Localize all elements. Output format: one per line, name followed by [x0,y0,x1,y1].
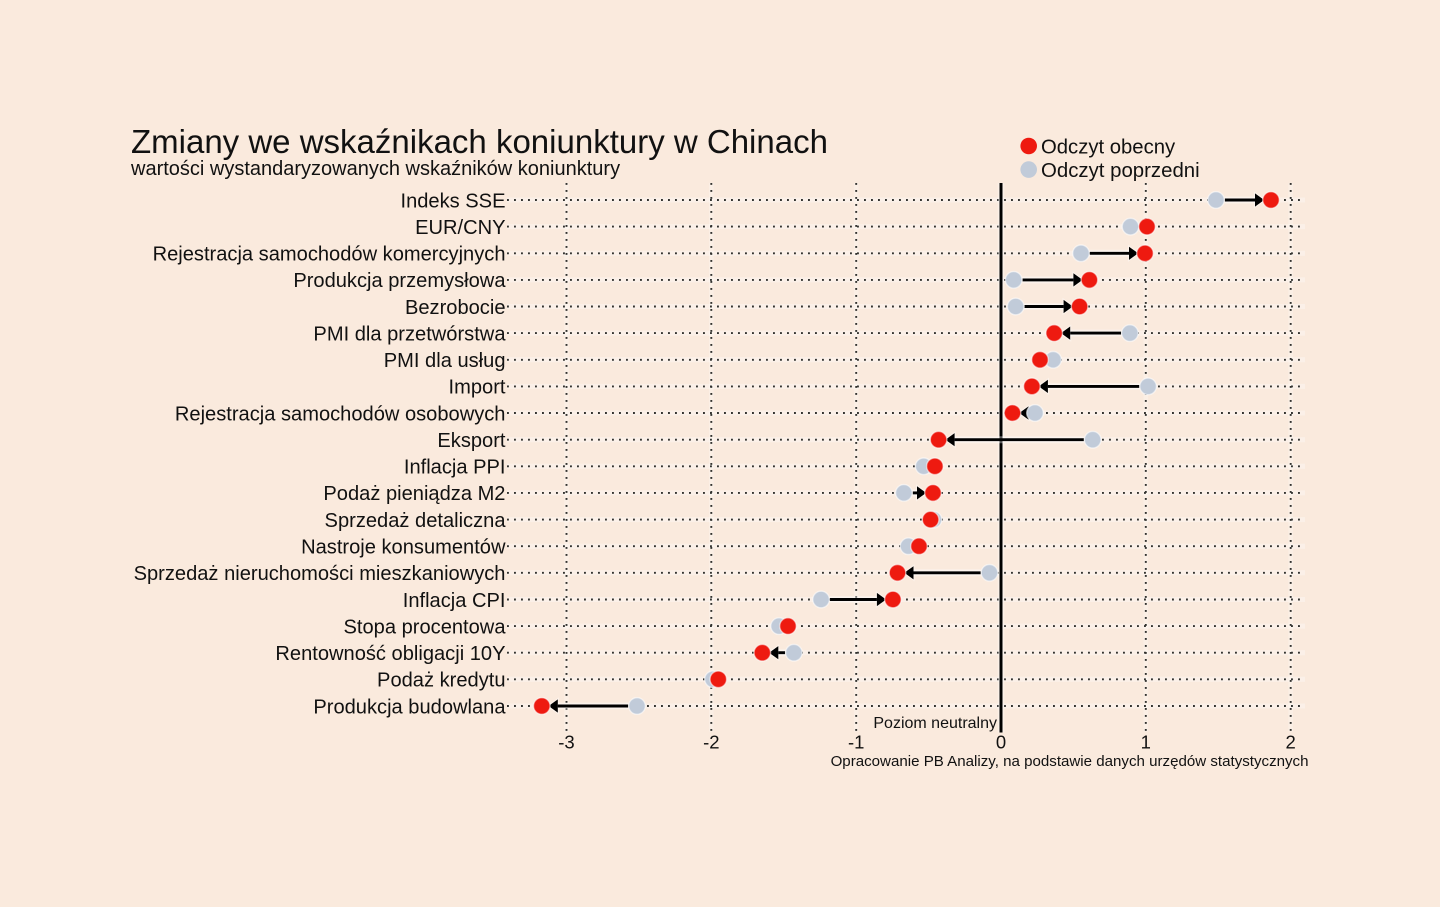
svg-text:Produkcja przemysłowa: Produkcja przemysłowa [293,270,506,292]
svg-text:Odczyt poprzedni: Odczyt poprzedni [1041,160,1200,182]
svg-text:Rejestracja samochodów osobowy: Rejestracja samochodów osobowych [175,403,506,425]
svg-text:Rejestracja samochodów komercy: Rejestracja samochodów komercyjnych [153,244,506,266]
svg-text:Poziom neutralny: Poziom neutralny [873,715,997,732]
svg-text:Podaż kredytu: Podaż kredytu [377,670,505,692]
svg-text:0: 0 [996,732,1006,753]
svg-text:Eksport: Eksport [437,430,506,452]
svg-text:Rentowność obligacji 10Y: Rentowność obligacji 10Y [275,643,505,665]
svg-text:Bezrobocie: Bezrobocie [405,297,506,319]
svg-text:Produkcja budowlana: Produkcja budowlana [313,696,506,718]
svg-text:Zmiany we wskaźnikach koniunkt: Zmiany we wskaźnikach koniunktury w Chin… [131,123,828,160]
svg-text:-1: -1 [848,732,864,753]
svg-text:-3: -3 [558,732,574,753]
svg-text:Inflacja CPI: Inflacja CPI [403,590,506,612]
svg-text:Odczyt obecny: Odczyt obecny [1041,137,1176,159]
svg-text:-2: -2 [703,732,719,753]
svg-text:Indeks SSE: Indeks SSE [401,190,506,212]
svg-text:PMI dla usług: PMI dla usług [384,350,506,372]
svg-text:Inflacja PPI: Inflacja PPI [404,457,506,479]
svg-text:Opracowanie PB Analizy, na pod: Opracowanie PB Analizy, na podstawie dan… [831,753,1309,770]
svg-text:EUR/CNY: EUR/CNY [415,217,505,239]
svg-text:Stopa procentowa: Stopa procentowa [344,616,507,638]
svg-text:Sprzedaż nieruchomości mieszka: Sprzedaż nieruchomości mieszkaniowych [134,563,506,585]
svg-text:1: 1 [1141,732,1151,753]
svg-text:Podaż pieniądza M2: Podaż pieniądza M2 [323,483,505,505]
svg-text:2: 2 [1286,732,1296,753]
svg-text:Sprzedaż detaliczna: Sprzedaż detaliczna [325,510,507,532]
svg-text:Nastroje konsumentów: Nastroje konsumentów [301,537,506,559]
svg-text:PMI dla przetwórstwa: PMI dla przetwórstwa [313,323,506,345]
svg-text:wartości wystandaryzowanych ws: wartości wystandaryzowanych wskaźników k… [130,158,620,180]
svg-text:Import: Import [449,377,506,399]
